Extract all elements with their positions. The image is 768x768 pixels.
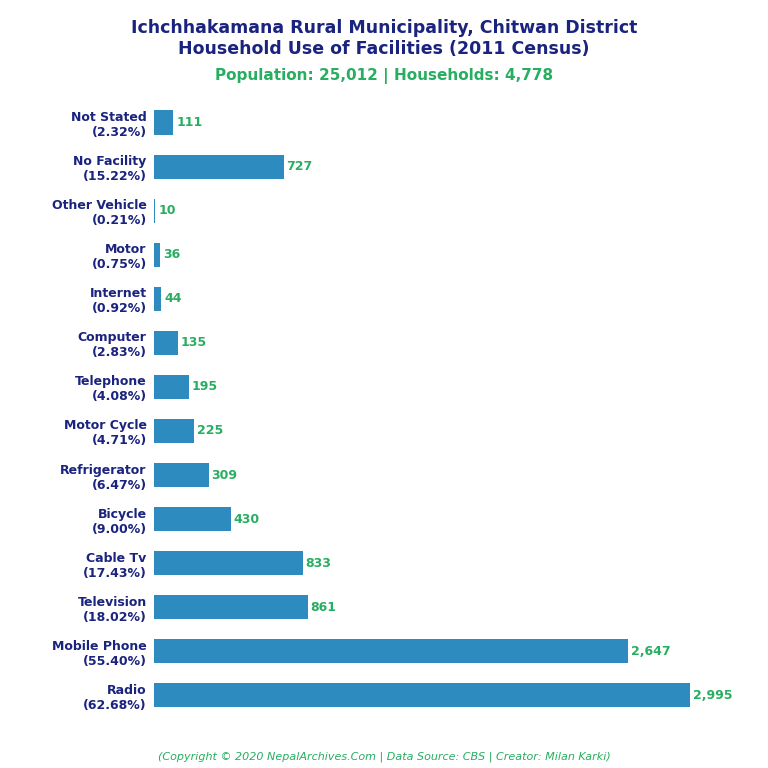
Bar bbox=[154, 243, 160, 267]
Bar bbox=[154, 507, 230, 531]
Bar bbox=[154, 286, 161, 311]
Text: 430: 430 bbox=[233, 512, 260, 525]
Text: 727: 727 bbox=[286, 161, 313, 173]
Bar bbox=[154, 551, 303, 575]
Bar bbox=[154, 331, 178, 355]
Text: Population: 25,012 | Households: 4,778: Population: 25,012 | Households: 4,778 bbox=[215, 68, 553, 84]
Text: (Copyright © 2020 NepalArchives.Com | Data Source: CBS | Creator: Milan Karki): (Copyright © 2020 NepalArchives.Com | Da… bbox=[157, 751, 611, 762]
Text: Ichchhakamana Rural Municipality, Chitwan District: Ichchhakamana Rural Municipality, Chitwa… bbox=[131, 19, 637, 37]
Bar bbox=[154, 199, 155, 223]
Text: 2,647: 2,647 bbox=[631, 645, 670, 657]
Text: 111: 111 bbox=[176, 116, 203, 129]
Text: 44: 44 bbox=[164, 293, 182, 306]
Bar bbox=[154, 111, 174, 134]
Text: 195: 195 bbox=[191, 380, 217, 393]
Text: 2,995: 2,995 bbox=[693, 689, 733, 702]
Bar bbox=[154, 595, 308, 619]
Bar bbox=[154, 684, 690, 707]
Text: 833: 833 bbox=[306, 557, 332, 570]
Bar bbox=[154, 375, 189, 399]
Text: 225: 225 bbox=[197, 425, 223, 438]
Text: 861: 861 bbox=[310, 601, 336, 614]
Bar bbox=[154, 639, 628, 664]
Text: 309: 309 bbox=[212, 468, 237, 482]
Bar bbox=[154, 419, 194, 443]
Text: 135: 135 bbox=[180, 336, 207, 349]
Bar bbox=[154, 154, 284, 179]
Text: Household Use of Facilities (2011 Census): Household Use of Facilities (2011 Census… bbox=[178, 40, 590, 58]
Text: 36: 36 bbox=[163, 248, 180, 261]
Bar bbox=[154, 463, 209, 487]
Text: 10: 10 bbox=[158, 204, 176, 217]
